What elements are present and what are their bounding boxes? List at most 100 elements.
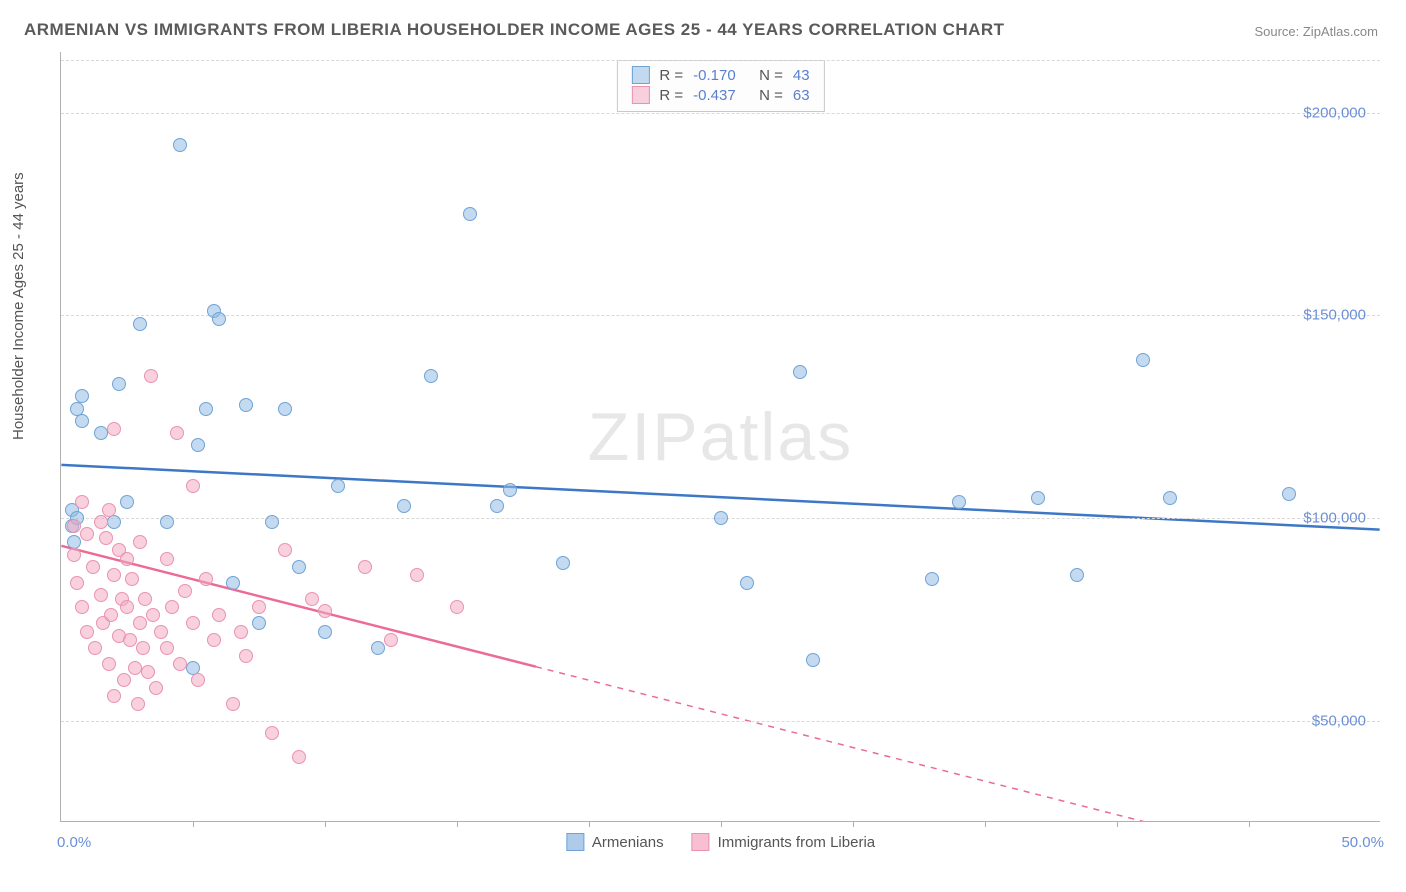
stat-n-value: 63: [793, 87, 810, 104]
y-axis-label: Householder Income Ages 25 - 44 years: [10, 172, 27, 440]
gridline: [61, 315, 1380, 316]
data-point: [186, 616, 200, 630]
data-point: [318, 625, 332, 639]
data-point: [239, 649, 253, 663]
stat-r-value: -0.437: [693, 87, 749, 104]
data-point: [107, 689, 121, 703]
data-point: [144, 369, 158, 383]
x-tick: [193, 821, 194, 827]
x-tick: [1249, 821, 1250, 827]
data-point: [94, 515, 108, 529]
legend-swatch: [566, 833, 584, 851]
data-point: [199, 572, 213, 586]
watermark: ZIPatlas: [588, 398, 853, 476]
y-tick-label: $150,000: [1303, 307, 1366, 324]
data-point: [371, 641, 385, 655]
data-point: [410, 568, 424, 582]
data-point: [1070, 568, 1084, 582]
y-tick-label: $50,000: [1312, 712, 1366, 729]
data-point: [117, 673, 131, 687]
data-point: [191, 438, 205, 452]
stat-r-prefix: R =: [659, 67, 683, 84]
data-point: [212, 312, 226, 326]
stat-n-prefix: N =: [759, 67, 783, 84]
x-tick: [325, 821, 326, 827]
bottom-legend: Armenians Immigrants from Liberia: [566, 833, 875, 851]
y-tick-label: $200,000: [1303, 104, 1366, 121]
data-point: [384, 633, 398, 647]
data-point: [397, 499, 411, 513]
legend-swatch: [631, 66, 649, 84]
data-point: [714, 511, 728, 525]
stat-r-prefix: R =: [659, 87, 683, 104]
data-point: [212, 608, 226, 622]
legend-swatch: [692, 833, 710, 851]
data-point: [112, 377, 126, 391]
y-tick-label: $100,000: [1303, 510, 1366, 527]
plot-area: ZIPatlas R = -0.170 N = 43 R = -0.437 N …: [60, 52, 1380, 822]
data-point: [1136, 353, 1150, 367]
data-point: [75, 600, 89, 614]
data-point: [149, 681, 163, 695]
data-point: [292, 560, 306, 574]
data-point: [278, 543, 292, 557]
x-tick: [589, 821, 590, 827]
watermark-bold: ZIP: [588, 399, 700, 475]
data-point: [925, 572, 939, 586]
data-point: [252, 616, 266, 630]
data-point: [318, 604, 332, 618]
stat-r-value: -0.170: [693, 67, 749, 84]
data-point: [265, 515, 279, 529]
x-tick: [457, 821, 458, 827]
data-point: [265, 726, 279, 740]
correlation-stats-box: R = -0.170 N = 43 R = -0.437 N = 63: [616, 60, 824, 112]
data-point: [80, 527, 94, 541]
legend-label: Immigrants from Liberia: [718, 834, 876, 851]
data-point: [490, 499, 504, 513]
data-point: [252, 600, 266, 614]
data-point: [170, 426, 184, 440]
data-point: [123, 633, 137, 647]
data-point: [120, 552, 134, 566]
data-point: [102, 503, 116, 517]
data-point: [503, 483, 517, 497]
data-point: [133, 616, 147, 630]
data-point: [133, 535, 147, 549]
data-point: [136, 641, 150, 655]
data-point: [146, 608, 160, 622]
data-point: [88, 641, 102, 655]
data-point: [952, 495, 966, 509]
data-point: [165, 600, 179, 614]
data-point: [133, 317, 147, 331]
chart-title: ARMENIAN VS IMMIGRANTS FROM LIBERIA HOUS…: [24, 20, 1005, 40]
data-point: [154, 625, 168, 639]
data-point: [80, 625, 94, 639]
data-point: [107, 515, 121, 529]
data-point: [1163, 491, 1177, 505]
data-point: [424, 369, 438, 383]
data-point: [1031, 491, 1045, 505]
data-point: [107, 422, 121, 436]
stat-row: R = -0.170 N = 43: [631, 65, 809, 85]
legend-label: Armenians: [592, 834, 664, 851]
data-point: [331, 479, 345, 493]
data-point: [207, 633, 221, 647]
data-point: [305, 592, 319, 606]
chart-container: ARMENIAN VS IMMIGRANTS FROM LIBERIA HOUS…: [0, 0, 1406, 892]
watermark-thin: atlas: [700, 399, 854, 475]
source-link[interactable]: ZipAtlas.com: [1303, 24, 1378, 39]
data-point: [120, 600, 134, 614]
gridline: [61, 113, 1380, 114]
data-point: [239, 398, 253, 412]
data-point: [186, 479, 200, 493]
stat-row: R = -0.437 N = 63: [631, 85, 809, 105]
regression-line-dashed: [536, 667, 1380, 821]
stat-n-value: 43: [793, 67, 810, 84]
data-point: [1282, 487, 1296, 501]
data-point: [740, 576, 754, 590]
x-tick: [721, 821, 722, 827]
gridline: [61, 60, 1380, 61]
source-attribution: Source: ZipAtlas.com: [1254, 24, 1378, 39]
data-point: [75, 414, 89, 428]
data-point: [86, 560, 100, 574]
